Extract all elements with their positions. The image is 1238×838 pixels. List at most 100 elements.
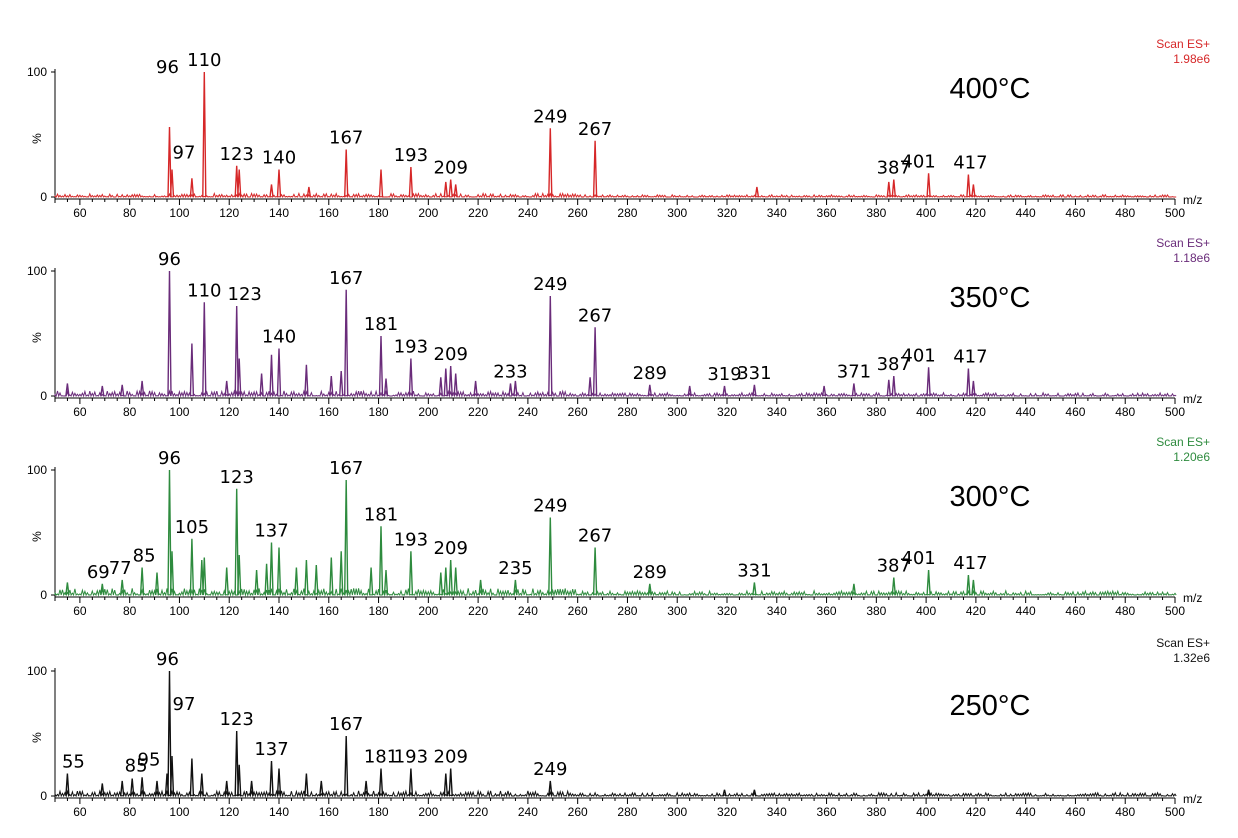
spectrum-peak [971, 579, 976, 596]
spectrum-peak [886, 379, 891, 397]
y-tick-label: 0 [40, 389, 47, 403]
spectrum-peak [294, 567, 299, 596]
x-tick-label: 440 [1016, 405, 1036, 419]
spectrum-peak [344, 735, 349, 797]
spectrum-peak [237, 554, 242, 596]
peak-label: 110 [187, 50, 221, 71]
peak-label: 95 [138, 750, 161, 771]
x-tick-label: 340 [767, 604, 787, 618]
peak-label: 123 [220, 144, 254, 165]
spectrum-peak [237, 358, 242, 397]
spectrum-peak [202, 302, 207, 397]
temperature-title: 400°C [950, 73, 1031, 105]
spectrum-peak [167, 126, 172, 198]
x-tick-label: 500 [1165, 604, 1185, 618]
x-tick-label: 320 [717, 604, 737, 618]
x-tick-label: 60 [73, 206, 87, 220]
y-tick-label: 100 [27, 65, 47, 79]
spectrum-peak [443, 773, 448, 797]
y-axis-label: % [30, 133, 44, 144]
x-tick-label: 80 [123, 206, 137, 220]
spectrum-peak [851, 383, 857, 397]
x-tick-label: 160 [319, 405, 339, 419]
scan-type-label: Scan ES+ [1156, 435, 1210, 449]
x-tick-label: 260 [568, 405, 588, 419]
spectrum-peak [851, 583, 857, 596]
x-axis-label: m/z [1183, 792, 1202, 806]
x-tick-label: 260 [568, 206, 588, 220]
peak-label: 96 [156, 649, 179, 670]
y-tick-label: 0 [40, 190, 47, 204]
peak-label: 209 [434, 747, 468, 768]
spectrum-peak [276, 768, 282, 797]
spectrum-peak [189, 178, 195, 198]
peak-label: 401 [901, 548, 935, 569]
spectrum-peak [971, 380, 976, 397]
spectrum-peak [548, 295, 553, 397]
spectrum-peak [306, 186, 312, 198]
peak-label: 123 [228, 284, 262, 305]
spectrum-peak [926, 789, 931, 797]
peak-label: 235 [498, 558, 532, 579]
x-tick-label: 400 [916, 604, 936, 618]
spectrum-peak [202, 71, 207, 198]
spectrum-peak [966, 174, 971, 198]
x-tick-label: 200 [418, 206, 438, 220]
spectrum-peak [224, 780, 229, 797]
x-tick-label: 200 [418, 604, 438, 618]
peak-label: 249 [533, 496, 567, 517]
spectrum-peak [752, 789, 757, 797]
spectrum-peak [189, 758, 195, 797]
x-tick-label: 240 [518, 405, 538, 419]
spectrum-peak [304, 773, 309, 797]
x-tick-label: 360 [817, 805, 837, 819]
spectrum-peak [264, 563, 269, 596]
spectrum-peak [167, 469, 172, 596]
spectrum-peak [408, 358, 414, 397]
x-tick-label: 340 [767, 805, 787, 819]
x-tick-label: 340 [767, 405, 787, 419]
spectrum-peak [966, 368, 971, 397]
x-tick-label: 160 [319, 604, 339, 618]
spectrum-peak [971, 184, 976, 198]
x-tick-label: 200 [418, 805, 438, 819]
peak-label: 249 [533, 106, 567, 127]
spectrum-peak [926, 173, 931, 198]
peak-label: 97 [173, 143, 196, 164]
spectrum-peak [276, 547, 282, 596]
temperature-title: 350°C [950, 282, 1031, 314]
scan-type-label: Scan ES+ [1156, 236, 1210, 250]
x-tick-label: 380 [866, 604, 886, 618]
x-tick-label: 220 [468, 206, 488, 220]
peak-label: 85 [133, 546, 156, 567]
x-tick-label: 240 [518, 206, 538, 220]
temperature-title: 250°C [950, 690, 1031, 722]
spectrum-peak [269, 354, 274, 397]
spectrum-peak [926, 569, 931, 596]
scan-intensity-label: 1.98e6 [1173, 52, 1210, 66]
x-tick-label: 80 [123, 604, 137, 618]
spectrum-peak [269, 760, 274, 797]
peak-label: 401 [901, 151, 935, 172]
spectrum-peak [339, 370, 344, 397]
x-tick-label: 300 [667, 604, 687, 618]
x-tick-label: 280 [617, 405, 637, 419]
peak-label: 193 [394, 529, 428, 550]
x-tick-label: 480 [1115, 604, 1135, 618]
y-tick-label: 0 [40, 588, 47, 602]
x-tick-label: 360 [817, 206, 837, 220]
x-tick-label: 280 [617, 206, 637, 220]
x-tick-label: 340 [767, 206, 787, 220]
spectrum-peak [344, 479, 349, 596]
spectrum-peak [378, 768, 384, 797]
spectrum-peak [167, 270, 172, 397]
spectrum-peak [202, 557, 207, 596]
peak-label: 209 [434, 538, 468, 559]
x-tick-label: 300 [667, 206, 687, 220]
spectrum-peak [65, 773, 70, 797]
x-tick-label: 60 [73, 604, 87, 618]
spectrum-peak [886, 181, 891, 198]
x-tick-label: 120 [219, 805, 239, 819]
spectrum-peak [891, 577, 896, 596]
